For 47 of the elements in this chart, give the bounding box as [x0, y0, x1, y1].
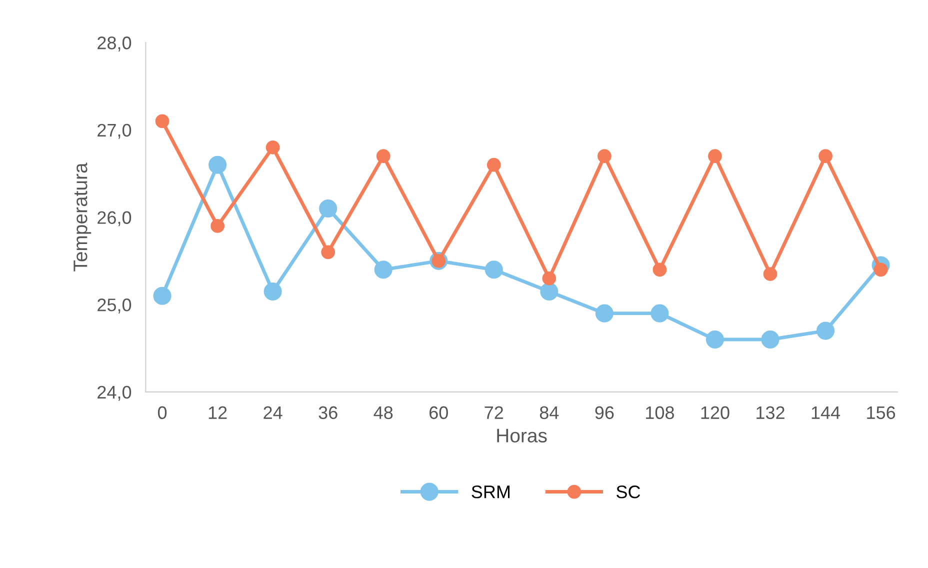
legend-label: SRM: [472, 485, 510, 498]
point: [374, 260, 392, 279]
point: [763, 267, 778, 281]
point: [321, 245, 336, 260]
point: [153, 286, 172, 305]
x-tick-label: 0: [158, 406, 167, 420]
y-tick-label: 25,0: [98, 298, 132, 314]
point: [486, 158, 501, 172]
x-tick-label: 12: [208, 406, 227, 419]
x-tick-label: 36: [318, 406, 338, 420]
point: [595, 304, 614, 322]
x-tick-label: 120: [701, 406, 730, 420]
x-tick-label: 108: [646, 406, 674, 420]
point: [708, 149, 722, 164]
y-axis-title: Temperatura: [74, 162, 92, 272]
point: [155, 114, 170, 128]
x-tick-label: 156: [867, 406, 896, 420]
legend-label: SC: [616, 485, 640, 498]
x-tick-label: 60: [430, 406, 448, 420]
point: [266, 140, 280, 154]
point: [706, 330, 724, 349]
x-tick-label: 84: [540, 406, 559, 420]
y-tick-label: 28,0: [98, 36, 132, 52]
point: [484, 260, 503, 279]
y-tick-label: 27,0: [98, 124, 132, 139]
point: [542, 271, 556, 286]
y-tick-label: 26,0: [98, 211, 132, 226]
x-tick-label: 96: [595, 406, 614, 420]
x-axis-title: Horas: [497, 428, 547, 442]
x-tick-label: 144: [812, 406, 840, 419]
x-tick-label: 132: [756, 406, 784, 420]
point: [264, 282, 282, 301]
point: [597, 149, 612, 164]
point: [652, 262, 667, 277]
point: [319, 200, 338, 218]
point: [818, 149, 832, 164]
point: [761, 330, 780, 349]
point: [650, 304, 669, 322]
point: [816, 322, 835, 340]
x-tick-label: 48: [374, 406, 393, 420]
x-tick-label: 72: [484, 406, 504, 419]
y-tick-label: 24,0: [98, 386, 132, 401]
point: [540, 282, 558, 301]
x-tick-label: 24: [264, 406, 282, 419]
point: [208, 156, 227, 174]
point: [210, 219, 224, 233]
point: [376, 149, 390, 164]
